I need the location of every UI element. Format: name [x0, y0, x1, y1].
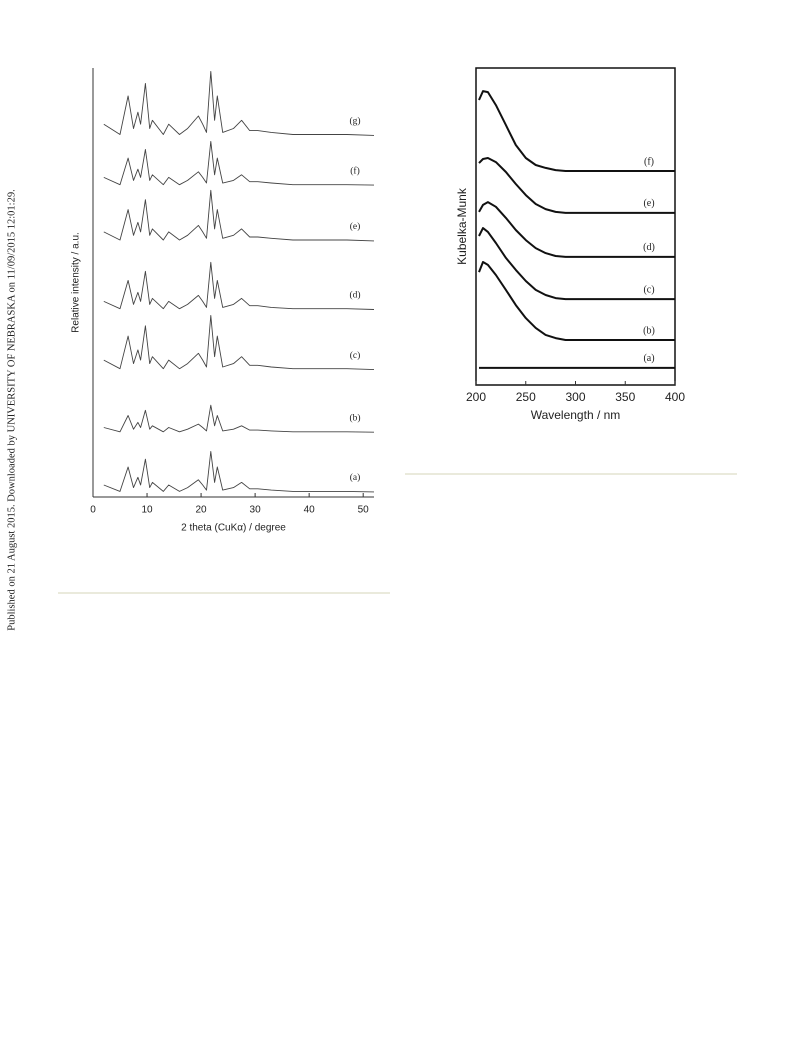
series-label: (e) — [350, 221, 361, 232]
x-axis-label: 2 theta (CuKα) / degree — [181, 523, 286, 534]
y-axis-label: Relative intensity / a.u. — [71, 232, 82, 333]
series-label: (f) — [350, 165, 360, 176]
x-tick-label: 200 — [466, 390, 486, 404]
series-label: (c) — [643, 284, 654, 295]
x-tick-label: 400 — [665, 390, 685, 404]
x-tick-label: 0 — [90, 505, 96, 516]
series-line — [103, 261, 375, 310]
series-line — [103, 315, 375, 371]
x-tick-label: 250 — [516, 390, 536, 404]
series-line — [478, 90, 675, 172]
x-tick-label: 50 — [358, 505, 370, 516]
side-note: Published on 21 August 2015. Downloaded … — [6, 189, 17, 630]
series-line — [478, 227, 675, 301]
series-line — [103, 404, 375, 433]
series-line — [478, 157, 675, 214]
series-label: (d) — [349, 290, 360, 301]
series-label: (d) — [643, 242, 655, 253]
x-tick-label: 10 — [141, 505, 153, 516]
series-line — [103, 70, 375, 136]
x-tick-label: 300 — [565, 390, 585, 404]
series-label: (b) — [349, 412, 360, 423]
series-line — [478, 201, 675, 258]
series-line — [478, 261, 675, 341]
y-axis-label: Kubelka-Munk — [455, 187, 469, 265]
series-label: (a) — [643, 353, 654, 364]
series-label: (g) — [349, 116, 360, 127]
plot-frame — [475, 67, 676, 386]
x-tick-label: 40 — [304, 505, 316, 516]
series-line — [103, 140, 375, 186]
x-axis-label: Wavelength / nm — [531, 408, 621, 422]
series-line — [103, 451, 375, 493]
series-line — [103, 189, 375, 242]
x-tick-label: 20 — [196, 505, 208, 516]
series-label: (e) — [643, 198, 654, 209]
series-label: (a) — [350, 472, 361, 483]
x-tick-label: 30 — [250, 505, 262, 516]
x-tick-label: 350 — [615, 390, 635, 404]
series-label: (f) — [644, 156, 654, 167]
series-label: (b) — [643, 325, 655, 336]
series-label: (c) — [350, 350, 361, 361]
